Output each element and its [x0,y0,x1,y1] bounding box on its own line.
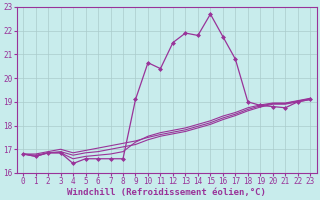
X-axis label: Windchill (Refroidissement éolien,°C): Windchill (Refroidissement éolien,°C) [67,188,266,197]
